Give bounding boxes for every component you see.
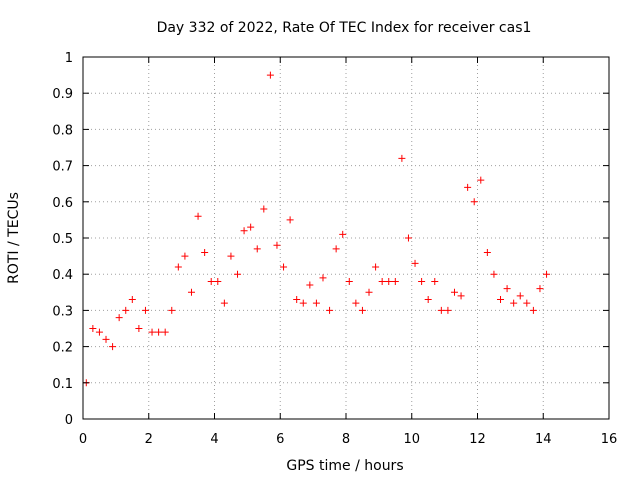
y-tick-label: 0.1 [52, 377, 73, 392]
chart-title: Day 332 of 2022, Rate Of TEC Index for r… [157, 20, 532, 36]
y-tick-label: 0.8 [52, 123, 73, 138]
data-point [372, 263, 380, 271]
data-point [398, 154, 406, 162]
data-point [529, 306, 537, 314]
y-tick-label: 0.5 [52, 232, 73, 247]
x-tick-label: 14 [535, 432, 552, 447]
data-point [411, 259, 419, 267]
data-point [365, 288, 373, 296]
data-point [234, 270, 242, 278]
x-tick-label: 16 [601, 432, 618, 447]
data-point [431, 277, 439, 285]
data-point [523, 299, 531, 307]
data-points [82, 71, 551, 387]
y-tick-label: 0.2 [52, 341, 73, 356]
data-point [286, 216, 294, 224]
data-point [385, 277, 393, 285]
data-point [326, 306, 334, 314]
y-tick-label: 0.4 [52, 268, 73, 283]
y-axis-label: ROTI / TECUs [6, 192, 22, 284]
data-point [391, 277, 399, 285]
data-point [174, 263, 182, 271]
data-point [181, 252, 189, 260]
y-tick-label: 0 [65, 413, 73, 428]
data-point [352, 299, 360, 307]
data-point [253, 245, 261, 253]
data-point [266, 71, 274, 79]
data-point [207, 277, 215, 285]
data-point [299, 299, 307, 307]
data-point [214, 277, 222, 285]
data-point [89, 325, 97, 332]
y-tick-label: 0.7 [52, 160, 73, 175]
data-point [418, 277, 426, 285]
data-point [95, 328, 103, 336]
data-point [424, 296, 432, 304]
data-point [503, 285, 511, 293]
data-point [312, 299, 320, 307]
data-point [115, 314, 123, 322]
data-point [293, 296, 301, 304]
x-tick-label: 10 [403, 432, 420, 447]
data-point [378, 277, 386, 285]
x-tick-label: 12 [469, 432, 486, 447]
data-point [168, 306, 176, 314]
data-point [477, 176, 485, 184]
data-point [490, 270, 498, 278]
data-point [135, 325, 143, 332]
data-point [450, 288, 458, 296]
x-tick-label: 0 [79, 432, 87, 447]
data-point [155, 328, 163, 336]
data-point [339, 230, 347, 238]
data-point [187, 288, 195, 296]
plot-frame [82, 56, 610, 420]
y-tick-label: 0.9 [52, 87, 73, 102]
data-point [464, 183, 472, 191]
data-point [102, 335, 110, 343]
data-point [345, 277, 353, 285]
data-point [497, 296, 505, 304]
data-point [437, 306, 445, 314]
data-point [444, 306, 452, 314]
y-tick-label: 1 [65, 51, 73, 66]
x-tick-label: 6 [276, 432, 284, 447]
axis-tick-labels: 00.10.20.30.40.50.60.70.80.910 2 4 6 8 10 12 14… [52, 51, 617, 447]
data-point [128, 296, 136, 304]
data-point [332, 245, 340, 253]
x-tick-label: 4 [210, 432, 218, 447]
data-point [141, 306, 149, 314]
data-point [240, 227, 248, 235]
data-point [470, 198, 478, 206]
data-point [194, 212, 202, 220]
x-tick-label: 2 [145, 432, 153, 447]
data-point [220, 299, 228, 307]
data-point [280, 263, 288, 271]
data-point [457, 292, 465, 300]
x-tick-label: 8 [342, 432, 350, 447]
data-point [109, 343, 117, 351]
data-point [483, 248, 491, 256]
data-point [404, 234, 412, 242]
y-tick-label: 0.6 [52, 196, 73, 211]
data-point [306, 281, 314, 289]
data-point [536, 285, 544, 293]
data-point [358, 306, 366, 314]
data-point [227, 252, 235, 260]
data-point [273, 241, 281, 249]
data-point [516, 292, 524, 300]
data-point [201, 248, 209, 256]
data-point [260, 205, 268, 213]
x-axis-label: GPS time / hours [286, 458, 403, 474]
data-point [319, 274, 327, 282]
data-point [510, 299, 518, 307]
data-point [161, 328, 169, 336]
data-point [247, 223, 255, 231]
data-point [543, 270, 551, 278]
y-tick-label: 0.3 [52, 304, 73, 319]
data-point [122, 306, 130, 314]
data-point [148, 328, 156, 336]
